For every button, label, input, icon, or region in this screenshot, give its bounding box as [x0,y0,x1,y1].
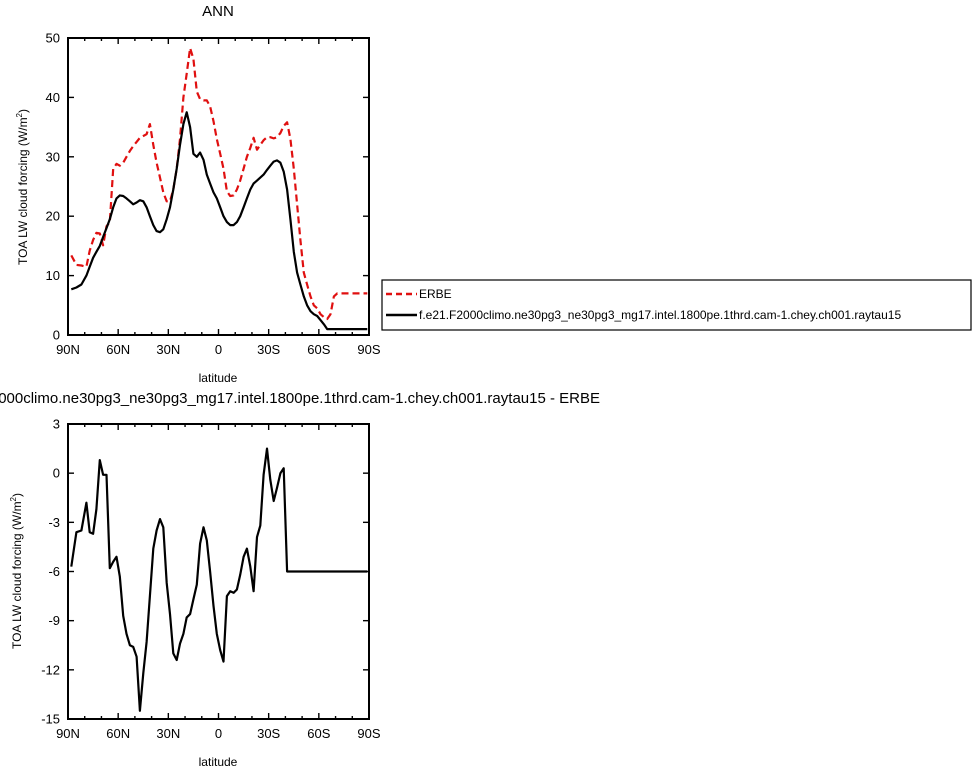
x-tick-label: 30N [156,342,180,357]
legend-label-erbe: ERBE [419,287,452,301]
top-y-ticks: 0 10 20 30 40 50 [46,31,369,343]
legend-label-model: f.e21.F2000climo.ne30pg3_ne30pg3_mg17.in… [419,308,901,322]
bottom-chart-title: f.e21.F2000climo.ne30pg3_ne30pg3_mg17.in… [0,390,600,407]
x-tick-label: 90N [56,342,80,357]
bottom-panel: f.e21.F2000climo.ne30pg3_ne30pg3_mg17.in… [0,390,600,769]
y-tick-label: -15 [41,712,60,727]
x-tick-label: 60S [307,726,330,741]
x-tick-label: 60S [307,342,330,357]
x-tick-label: 60N [106,342,130,357]
x-tick-label: 90S [357,726,380,741]
y-tick-label: 3 [53,417,60,432]
bottom-x-axis-label: latitude [199,755,238,769]
y-tick-label: -12 [41,662,60,677]
x-tick-label: 30S [257,342,280,357]
bottom-y-ticks: 3 0 -3 -6 -9 -12 -15 [41,417,369,727]
y-tick-label: 0 [53,466,60,481]
top-x-ticks: 90N 60N 30N 0 30S 60S 90S [56,38,381,357]
y-tick-label: 50 [46,31,60,46]
x-tick-label: 90N [56,726,80,741]
top-panel: ANN 0 10 20 30 40 50 90N 60N 30N 0 30S 60S 90S lati… [15,3,381,385]
y-tick-label: 20 [46,209,60,224]
legend-box [381,279,972,331]
top-y-axis-label: TOA LW cloud forcing (W/m2) [15,109,30,265]
y-tick-label: 0 [53,328,60,343]
x-tick-label: 0 [215,342,222,357]
series-line-1 [70,111,368,331]
x-tick-label: 60N [106,726,130,741]
top-chart-title: ANN [202,3,234,20]
x-tick-label: 30S [257,726,280,741]
legend: ERBE f.e21.F2000climo.ne30pg3_ne30pg3_mg… [381,279,972,331]
x-tick-label: 0 [215,726,222,741]
top-x-axis-label: latitude [199,371,238,385]
y-tick-label: 10 [46,268,60,283]
y-tick-label: 30 [46,149,60,164]
x-tick-label: 30N [156,726,180,741]
x-tick-label: 90S [357,342,380,357]
series-line-0 [70,46,368,321]
bottom-series-lines [70,447,368,712]
bottom-x-ticks: 90N 60N 30N 0 30S 60S 90S [56,424,381,741]
y-tick-label: -9 [48,613,60,628]
series-line-0 [70,447,368,712]
y-tick-label: -3 [48,515,60,530]
bottom-y-axis-label: TOA LW cloud forcing (W/m2) [9,493,24,649]
top-series-lines [70,46,368,331]
y-tick-label: 40 [46,90,60,105]
y-tick-label: -6 [48,564,60,579]
